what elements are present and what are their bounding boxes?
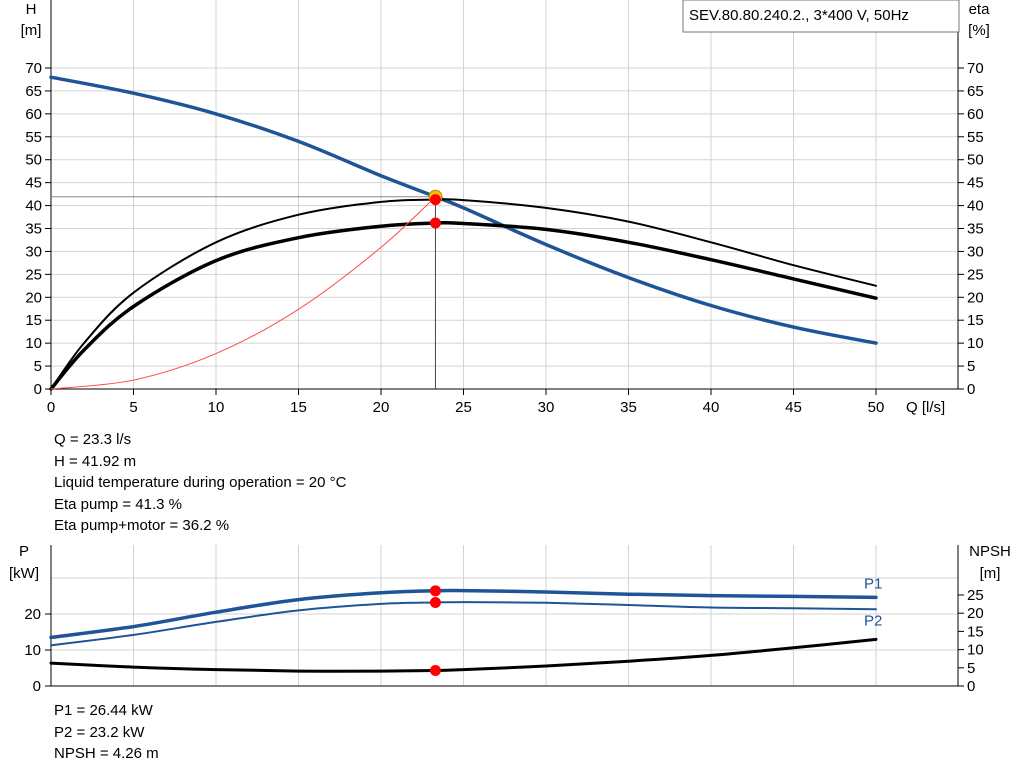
bottom-right-tick-label: 0 <box>967 678 975 695</box>
bottom-right-tick-label: 10 <box>967 642 984 659</box>
top-x-tick-label: 30 <box>538 399 555 416</box>
bottom-right-tick-label: 15 <box>967 623 984 640</box>
curve-p2 <box>50 601 877 647</box>
top-right-axis-unit: [%] <box>968 22 990 39</box>
bottom-right-axis-unit: [m] <box>980 565 1001 582</box>
p1-marker <box>429 585 441 597</box>
readout-eta-pump: Eta pump = 41.3 % <box>54 495 182 513</box>
top-right-tick-label: 10 <box>967 335 984 352</box>
npsh-marker <box>429 664 441 676</box>
top-right-tick-label: 30 <box>967 243 984 260</box>
title-box <box>682 0 960 33</box>
readout-q: Q = 23.3 l/s <box>54 431 132 448</box>
top-left-tick-label: 45 <box>25 175 42 192</box>
top-x-tick-label: 40 <box>703 399 720 416</box>
top-left-tick-label: 65 <box>25 83 42 100</box>
top-left-tick-label: 15 <box>25 312 42 329</box>
top-x-tick-label: 15 <box>290 399 307 416</box>
series-label-p2: P2 <box>864 612 882 629</box>
top-x-tick-label: 25 <box>455 399 472 416</box>
top-left-axis-title: H <box>26 1 37 18</box>
top-right-tick-label: 70 <box>967 60 984 77</box>
x-axis-title: Q [l/s] <box>906 399 945 416</box>
top-left-tick-label: 50 <box>25 152 42 169</box>
top-left-tick-label: 5 <box>34 358 42 375</box>
top-right-tick-label: 5 <box>967 358 975 375</box>
top-x-tick-label: 20 <box>373 399 390 416</box>
top-chart-grid <box>50 0 959 390</box>
top-x-tick-label: 10 <box>208 399 225 416</box>
top-right-tick-label: 65 <box>967 83 984 100</box>
readout-npsh: NPSH = 4.26 m <box>54 745 159 762</box>
top-left-axis-unit: [m] <box>21 22 42 39</box>
top-right-tick-label: 55 <box>967 129 984 146</box>
readout-h: H = 41.92 m <box>54 452 137 470</box>
curve-npsh <box>49 637 878 673</box>
bottom-right-tick-label: 5 <box>967 660 975 677</box>
top-right-tick-label: 35 <box>967 221 984 238</box>
readout-p2: P2 = 23.2 kW <box>54 723 145 741</box>
bottom-left-axis-unit: [kW] <box>9 565 39 582</box>
top-x-tick-label: 5 <box>129 399 137 416</box>
top-left-tick-label: 25 <box>25 266 42 283</box>
top-x-tick-label: 50 <box>868 399 885 416</box>
top-left-tick-label: 10 <box>25 335 42 352</box>
top-right-tick-label: 60 <box>967 106 984 123</box>
top-right-tick-label: 15 <box>967 312 984 329</box>
bottom-right-tick-label: 20 <box>967 605 984 622</box>
top-left-tick-label: 0 <box>34 381 42 398</box>
eta-pump-motor-marker <box>429 217 441 229</box>
bottom-left-tick-label: 10 <box>24 642 41 659</box>
top-left-tick-label: 70 <box>25 60 42 77</box>
readout-p1: P1 = 26.44 kW <box>54 702 153 719</box>
curve-system <box>50 196 436 390</box>
curve-p1 <box>49 588 878 640</box>
top-right-axis-title: eta <box>969 1 991 18</box>
top-right-tick-label: 40 <box>967 198 984 215</box>
chart-markers <box>428 189 443 676</box>
top-right-tick-label: 50 <box>967 152 984 169</box>
top-left-tick-label: 60 <box>25 106 42 123</box>
top-x-tick-label: 35 <box>620 399 637 416</box>
top-left-tick-label: 20 <box>25 289 42 306</box>
top-left-tick-label: 35 <box>25 221 42 238</box>
top-left-tick-label: 40 <box>25 198 42 215</box>
p2-marker <box>429 596 441 608</box>
bottom-right-tick-label: 25 <box>967 587 984 604</box>
top-right-tick-label: 20 <box>967 289 984 306</box>
top-right-tick-label: 0 <box>967 381 975 398</box>
curve-H <box>49 75 878 345</box>
top-left-tick-label: 30 <box>25 243 42 260</box>
readouts-bottom: P1 = 26.44 kW P2 = 23.2 kW NPSH = 4.26 m <box>54 700 159 765</box>
readout-eta-pump-motor: Eta pump+motor = 36.2 % <box>54 517 230 534</box>
bottom-left-axis-title: P <box>19 543 29 560</box>
bottom-left-tick-label: 20 <box>24 606 41 623</box>
series-label-p1: P1 <box>864 575 882 592</box>
top-right-tick-label: 25 <box>967 266 984 283</box>
top-x-tick-label: 45 <box>785 399 802 416</box>
eta-pump-marker <box>429 194 441 206</box>
chart-title: SEV.80.80.240.2., 3*400 V, 50Hz <box>689 7 909 24</box>
bottom-left-tick-label: 0 <box>33 678 41 695</box>
readouts-top: Q = 23.3 l/s H = 41.92 m Liquid temperat… <box>54 429 346 537</box>
bottom-right-axis-title: NPSH <box>969 543 1011 560</box>
top-left-tick-label: 55 <box>25 129 42 146</box>
top-x-tick-label: 0 <box>47 399 55 416</box>
readout-liquid-temperature: Liquid temperature during operation = 20… <box>54 474 347 491</box>
top-right-tick-label: 45 <box>967 175 984 192</box>
